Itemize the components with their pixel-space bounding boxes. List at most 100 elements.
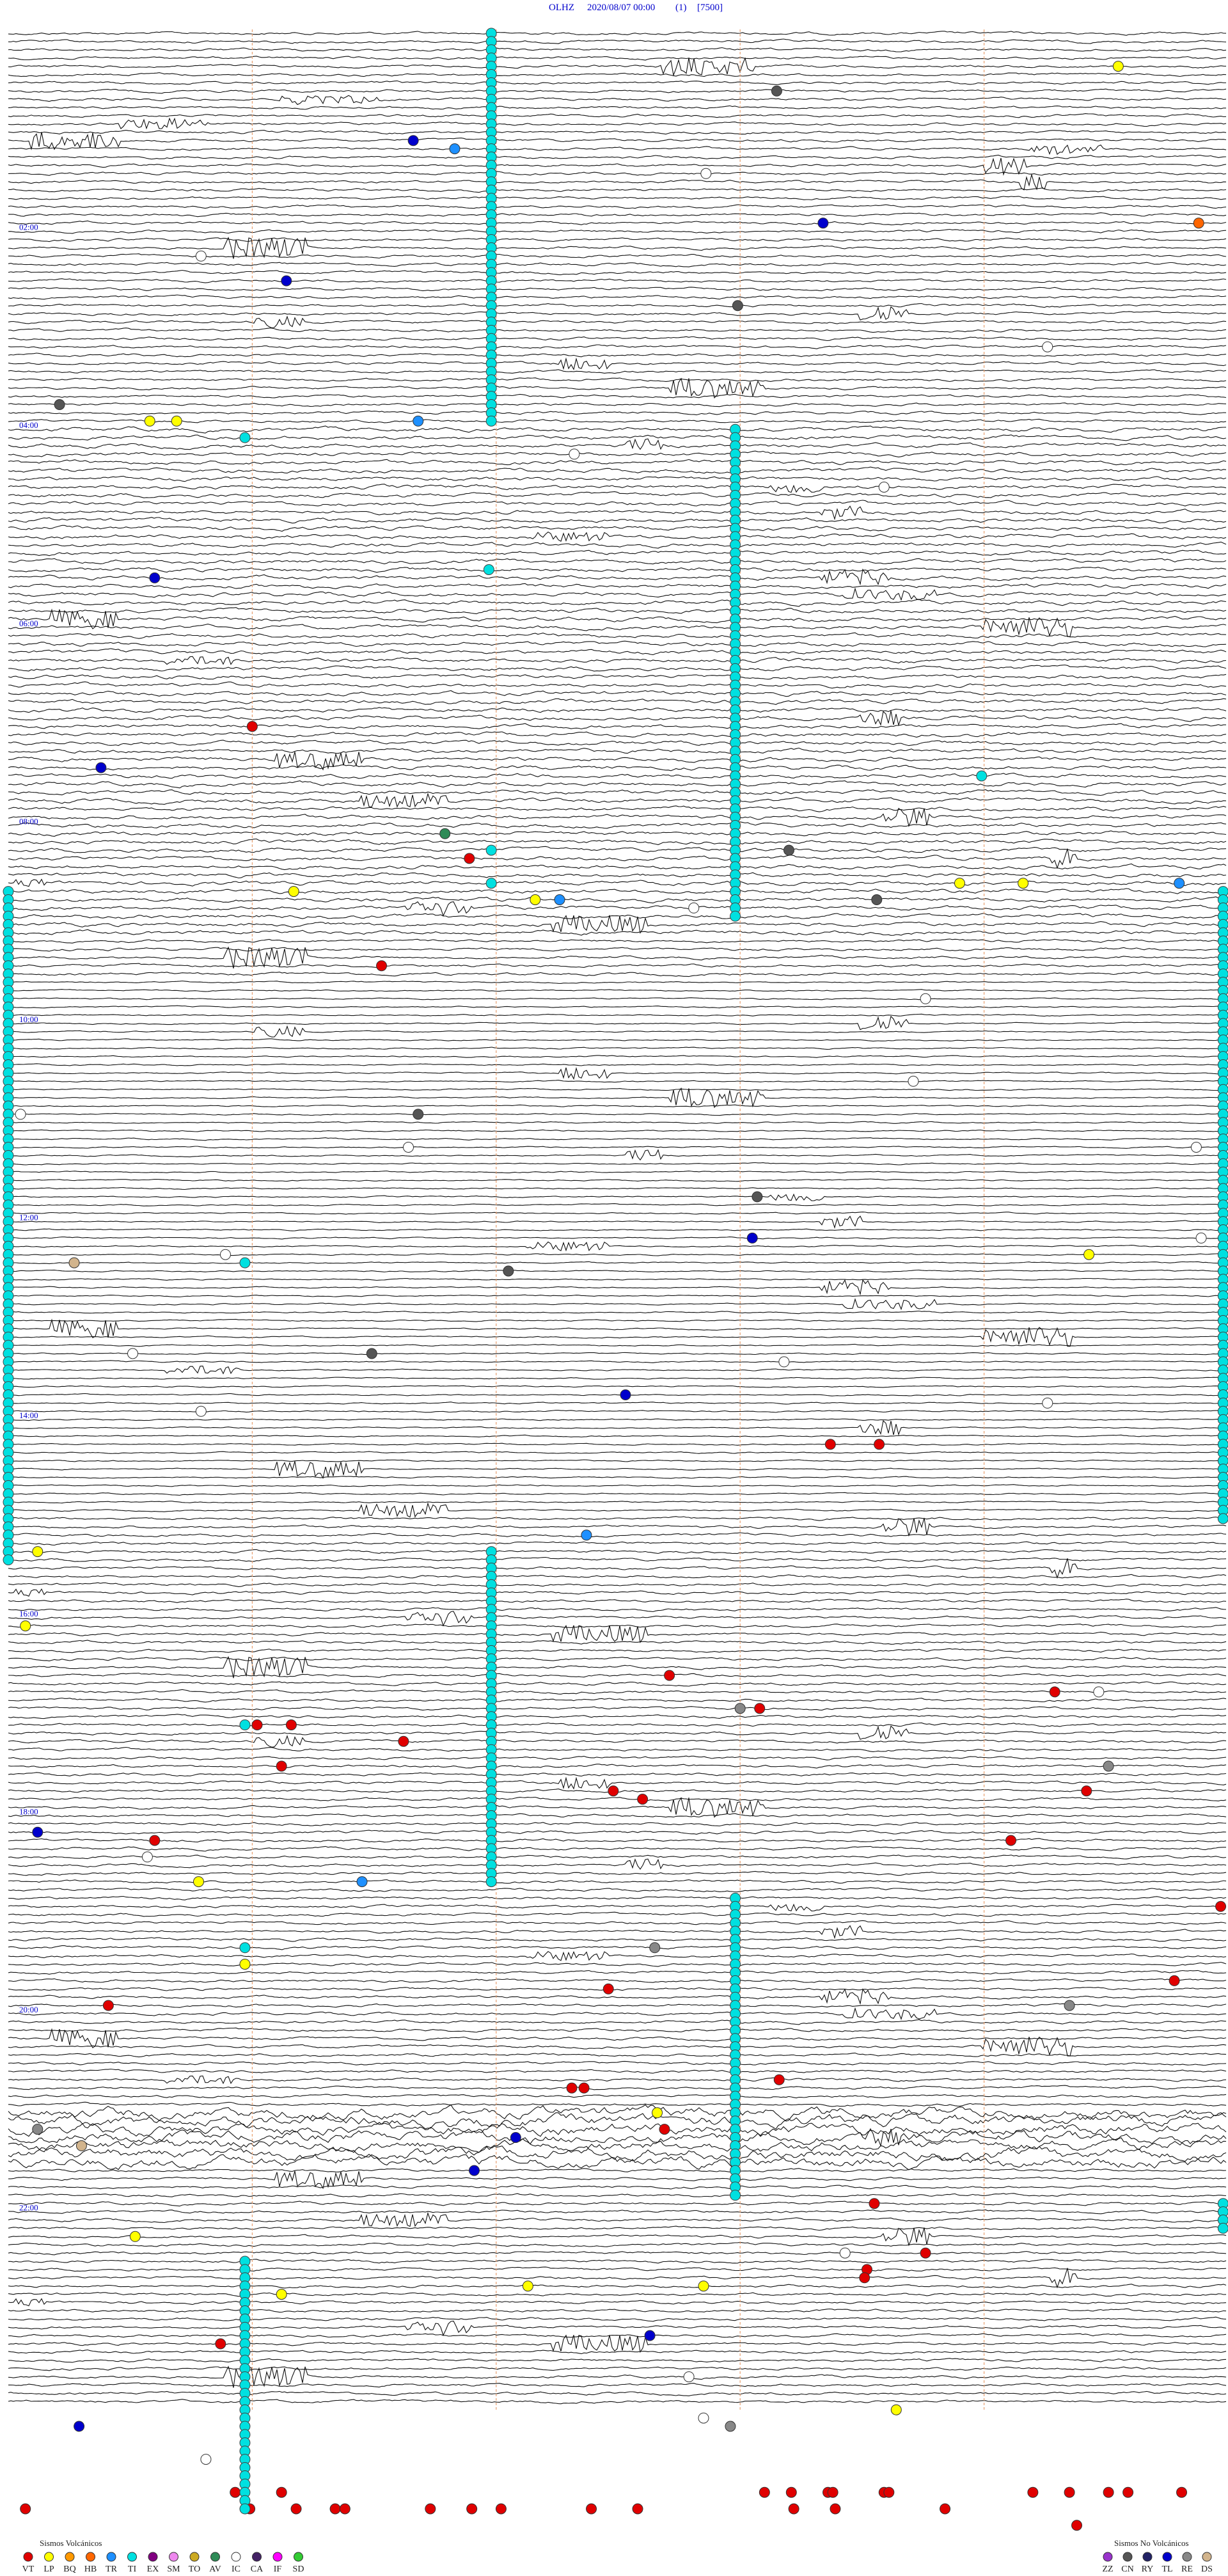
trace xyxy=(8,1418,1227,1421)
event xyxy=(920,993,931,1004)
trace xyxy=(8,640,1227,647)
trace xyxy=(8,1925,1227,1940)
trace xyxy=(8,1689,1227,1695)
trace xyxy=(8,972,1227,977)
trace xyxy=(8,1228,1227,1231)
trace xyxy=(8,848,1227,869)
legend-swatch xyxy=(272,2552,283,2562)
event xyxy=(734,1703,746,1714)
trace xyxy=(8,2068,1227,2074)
trace xyxy=(8,2333,1227,2338)
event xyxy=(771,85,782,97)
trace xyxy=(8,2250,1227,2256)
trace xyxy=(8,56,1227,61)
event xyxy=(824,1439,836,1450)
trace xyxy=(8,1047,1227,1050)
trace xyxy=(8,57,1227,77)
trace xyxy=(8,1212,1227,1215)
event xyxy=(285,1719,297,1730)
event xyxy=(468,2165,480,2176)
trace xyxy=(8,871,1227,879)
trace xyxy=(8,2154,1227,2170)
trace xyxy=(8,505,1227,521)
trace xyxy=(8,1170,1227,1174)
legend-swatch xyxy=(127,2552,137,2562)
trace xyxy=(8,1063,1227,1066)
trace xyxy=(8,915,1227,934)
trace xyxy=(8,731,1227,738)
legend-swatch xyxy=(86,2552,95,2562)
trace xyxy=(8,913,1227,919)
scale: [7500] xyxy=(697,3,723,13)
legend-swatch xyxy=(148,2552,158,2562)
trace xyxy=(8,1722,1227,1727)
trace xyxy=(8,525,1227,532)
trace xyxy=(8,269,1227,276)
trace xyxy=(8,2298,1227,2307)
trace xyxy=(8,47,1227,52)
trace xyxy=(8,2104,1227,2122)
trace xyxy=(8,2209,1227,2215)
event xyxy=(1027,2486,1039,2498)
trace xyxy=(8,747,1227,754)
trace xyxy=(8,2201,1227,2207)
event xyxy=(485,878,497,889)
trace xyxy=(8,2145,1227,2162)
event xyxy=(376,960,388,972)
trace xyxy=(8,1393,1227,1396)
trace xyxy=(8,1697,1227,1703)
event xyxy=(413,1109,424,1120)
event xyxy=(483,564,494,575)
event xyxy=(752,1191,763,1203)
trace xyxy=(8,780,1227,789)
trace xyxy=(8,558,1227,565)
trace xyxy=(8,1360,1227,1363)
trace xyxy=(8,438,1227,450)
trace xyxy=(8,1015,1227,1031)
legend-code: BQ xyxy=(63,2564,75,2574)
event xyxy=(652,2107,663,2119)
trace xyxy=(8,2268,1227,2289)
event xyxy=(1103,1760,1114,1772)
trace xyxy=(8,1838,1227,1843)
trace xyxy=(8,707,1227,713)
trace xyxy=(8,2320,1227,2337)
trace xyxy=(8,1241,1227,1252)
trace xyxy=(8,764,1227,771)
trace xyxy=(8,1409,1227,1413)
trace xyxy=(8,2085,1227,2090)
hour-label: 18:00 xyxy=(19,1806,38,1816)
trace xyxy=(8,154,1227,160)
legend-swatch xyxy=(44,2552,54,2562)
event xyxy=(920,2247,931,2259)
trace xyxy=(8,830,1227,837)
event xyxy=(732,300,743,312)
trace xyxy=(8,262,1227,267)
trace xyxy=(8,723,1226,730)
trace xyxy=(8,434,1227,441)
trace xyxy=(8,1813,1227,1818)
event xyxy=(503,1265,514,1277)
trace xyxy=(8,1038,1227,1042)
trace xyxy=(8,664,1227,672)
trace xyxy=(8,541,1227,549)
event xyxy=(251,1719,263,1730)
trace xyxy=(8,568,1227,586)
event xyxy=(578,2082,590,2094)
trace xyxy=(8,807,1227,828)
event xyxy=(239,1959,251,1970)
event xyxy=(193,1876,204,1888)
trace xyxy=(8,2036,1227,2057)
trace xyxy=(8,287,1227,292)
event xyxy=(1217,2222,1228,2234)
trace xyxy=(8,80,1226,85)
trace xyxy=(8,113,1227,118)
trace xyxy=(8,2112,1227,2130)
event xyxy=(644,2330,656,2341)
trace xyxy=(8,946,1227,969)
event xyxy=(976,770,988,782)
trace xyxy=(8,344,1227,349)
trace xyxy=(8,1657,1227,1662)
trace xyxy=(8,1950,1227,1961)
event xyxy=(773,2074,785,2085)
